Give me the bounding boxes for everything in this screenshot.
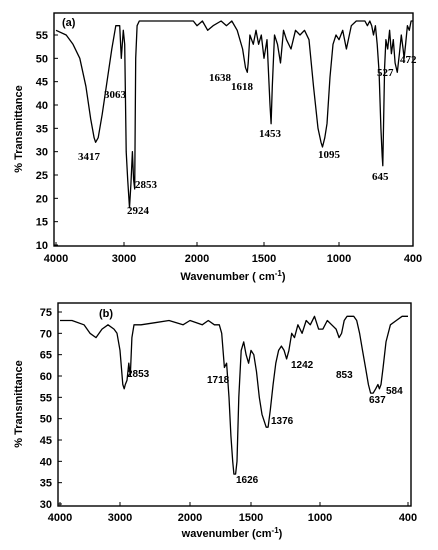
peak-label: 1095 — [318, 149, 341, 161]
peak-label: 853 — [336, 370, 353, 381]
peak-label: 3063 — [104, 89, 127, 101]
panel-b: (b) 30 35 40 45 50 55 60 65 70 75 4000 3000 2000 150… — [13, 302, 417, 540]
y-tick-label: 10 — [36, 240, 48, 252]
panel-b-frame — [57, 302, 412, 507]
y-tick-label: 45 — [40, 435, 52, 447]
x-tick-label: 2000 — [185, 253, 209, 265]
x-tick-label: 4000 — [48, 512, 72, 524]
x-tick-label: 400 — [404, 253, 422, 265]
y-tick-label: 50 — [40, 414, 52, 426]
panel-a-frame — [53, 12, 414, 247]
peak-label: 1638 — [209, 72, 232, 84]
peak-label: 472 — [400, 54, 417, 66]
y-tick-label: 30 — [40, 499, 52, 511]
y-tick-label: 25 — [36, 170, 48, 182]
panel-b-y-axis: 30 35 40 45 50 55 60 65 70 75 — [40, 307, 62, 511]
x-tick-label: 4000 — [44, 253, 68, 265]
peak-label: 1242 — [291, 360, 314, 371]
x-tick-label: 3000 — [112, 253, 136, 265]
peak-label: 1618 — [231, 81, 254, 93]
y-tick-label: 75 — [40, 307, 52, 319]
panel-b-y-axis-title: % Transmittance — [13, 360, 25, 447]
panel-a-x-axis: 4000 3000 2000 1500 1000 400 — [44, 242, 422, 265]
y-tick-label: 50 — [36, 53, 48, 65]
y-tick-label: 65 — [40, 350, 52, 362]
panel-a-spectrum-line — [55, 20, 413, 209]
peak-label: 1718 — [207, 375, 230, 386]
panel-a-peak-labels: 3417 3063 2853 2924 1638 1618 1453 1095 … — [78, 54, 417, 217]
y-tick-label: 40 — [36, 100, 48, 112]
panel-a: (a) 10 15 20 25 30 35 40 45 50 55 4000 3000 2000 150… — [13, 12, 422, 283]
x-tick-label: 1000 — [327, 253, 351, 265]
panel-a-y-axis: 10 15 20 25 30 35 40 45 50 55 — [36, 30, 58, 252]
y-tick-label: 20 — [36, 193, 48, 205]
peak-label: 3417 — [78, 151, 101, 163]
y-tick-label: 55 — [40, 392, 52, 404]
y-tick-label: 35 — [40, 478, 52, 490]
y-tick-label: 45 — [36, 77, 48, 89]
panel-a-x-axis-title: Wavenumber ( cm-1) — [180, 269, 285, 283]
y-tick-label: 35 — [36, 123, 48, 135]
x-tick-label: 1500 — [239, 512, 263, 524]
peak-label: 1626 — [236, 475, 259, 486]
panel-b-peak-labels: 2853 1718 1626 1376 1242 853 637 584 — [127, 360, 403, 486]
panel-a-y-axis-title: % Transmittance — [13, 85, 25, 172]
peak-label: 584 — [386, 386, 403, 397]
y-tick-label: 60 — [40, 371, 52, 383]
y-tick-label: 15 — [36, 217, 48, 229]
x-tick-label: 3000 — [108, 512, 132, 524]
y-tick-label: 30 — [36, 147, 48, 159]
peak-label: 527 — [377, 67, 394, 79]
panel-b-x-axis: 4000 3000 2000 1500 1000 400 — [48, 502, 417, 524]
peak-label: 2853 — [127, 369, 150, 380]
y-tick-label: 55 — [36, 30, 48, 42]
peak-label: 2924 — [127, 205, 150, 217]
panel-b-label: (b) — [99, 308, 113, 320]
panel-b-x-axis-title: wavenumber (cm-1) — [181, 526, 283, 540]
peak-label: 2853 — [135, 179, 158, 191]
peak-label: 1376 — [271, 416, 294, 427]
panel-a-label: (a) — [62, 17, 76, 29]
panel-b-spectrum-line — [60, 315, 408, 475]
x-tick-label: 1000 — [308, 512, 332, 524]
x-tick-label: 400 — [399, 512, 417, 524]
y-tick-label: 70 — [40, 328, 52, 340]
x-tick-label: 2000 — [178, 512, 202, 524]
y-tick-label: 40 — [40, 456, 52, 468]
peak-label: 645 — [372, 171, 389, 183]
peak-label: 637 — [369, 395, 386, 406]
x-tick-label: 1500 — [252, 253, 276, 265]
peak-label: 1453 — [259, 128, 282, 140]
